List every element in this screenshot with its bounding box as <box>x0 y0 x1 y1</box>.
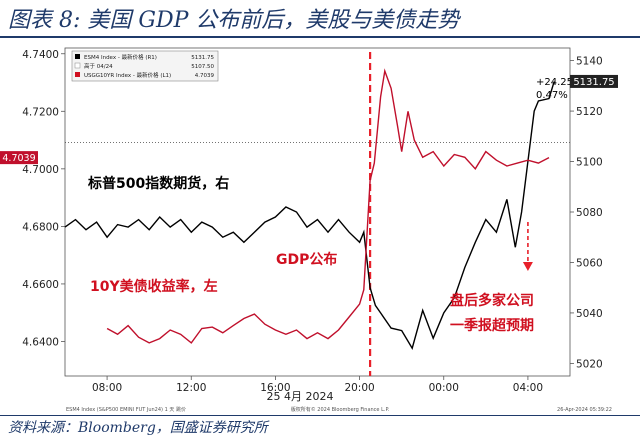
legend-frame <box>71 50 219 82</box>
right-tick-label: 5040 <box>576 308 603 320</box>
legend-label-ref: 高于 04/24 <box>84 62 113 70</box>
left-tick-label: 4.7200 <box>22 106 59 118</box>
change-pct-label: 0.47% <box>536 90 568 101</box>
ust10y-last-yield-tag <box>0 151 38 165</box>
left-tick-label: 4.6400 <box>22 336 59 348</box>
legend-value-ref: 5107.50 <box>191 64 214 70</box>
chart-background <box>0 40 640 415</box>
x-tick-label: 04:00 <box>513 382 543 394</box>
left-tick-label: 4.7000 <box>22 164 59 176</box>
x-tick-label: 08:00 <box>92 382 122 394</box>
left-tick-label: 4.7400 <box>22 49 59 61</box>
legend-label-sp: ESM4 Index - 最新价格 (R1) <box>84 53 157 61</box>
legend-box: ESM4 Index - 最新价格 (R1) 5131.75 高于 04/24 … <box>71 50 219 82</box>
x-tick-label: 20:00 <box>344 382 374 394</box>
right-tick-label: 5140 <box>576 56 603 68</box>
series-line-ust10y <box>106 68 550 344</box>
label-after-hours-line1: 盘后多家公司 <box>450 292 534 309</box>
label-gdp-release: GDP公布 <box>276 251 337 268</box>
right-tick-label: 5060 <box>576 257 603 269</box>
figure-title: 图表 8: 美国 GDP 公布前后，美股与美债走势 <box>8 8 460 33</box>
label-ust10y-series: 10Y美债收益率，左 <box>90 278 218 295</box>
earnings-arrow-head <box>522 262 533 271</box>
right-tick-label: 5100 <box>576 157 603 169</box>
x-tick-label: 00:00 <box>429 382 459 394</box>
legend-swatch-ust <box>75 72 80 77</box>
left-axis-ticks: 4.6400 4.6600 4.6800 4.7000 4.7200 4.7400 <box>22 49 65 348</box>
sp500-last-price-text: 5131.75 <box>573 77 614 88</box>
right-tick-label: 5020 <box>576 358 603 370</box>
change-points-label: +24.25 <box>536 77 573 88</box>
legend-label-ust: USGG10YR Index - 最新价格 (L1) <box>84 71 171 79</box>
source-note: 资料来源：Bloomberg，国盛证券研究所 <box>8 420 268 436</box>
fine-print-right: 26-Apr-2024 05:39:22 <box>557 407 612 413</box>
fine-print-center: 版权所有© 2024 Bloomberg Finance L.P. <box>291 406 390 413</box>
series-line-sp500-futures <box>64 81 555 350</box>
right-tick-label: 5080 <box>576 207 603 219</box>
left-tick-label: 4.6600 <box>22 279 59 291</box>
x-tick-label: 16:00 <box>260 382 290 394</box>
label-after-hours-line2: 一季报超预期 <box>450 317 534 334</box>
legend-value-sp: 5131.75 <box>191 55 214 61</box>
sp500-ust10y-chart: 4.6400 4.6600 4.6800 4.7000 4.7200 4.7400 502… <box>0 40 640 415</box>
x-axis-ticks: 08:00 12:00 16:00 20:00 00:00 04:00 <box>92 376 543 394</box>
legend-swatch-ref <box>74 62 81 69</box>
fine-print-left: ESM4 Index (S&P500 EMINI FUT Jun24) 1 天 … <box>66 406 186 413</box>
x-axis-date-label: 25 4月 2024 <box>267 390 334 403</box>
label-sp500-series: 标普500指数期货，右 <box>87 175 229 192</box>
right-axis-ticks: 5020 5040 5060 5080 5100 5120 5140 <box>570 56 603 370</box>
legend-swatch-sp <box>75 54 80 59</box>
footer-divider <box>0 415 640 416</box>
sp500-last-price-tag <box>570 74 618 88</box>
left-tick-label: 4.6800 <box>22 221 59 233</box>
title-divider <box>0 36 640 38</box>
legend-value-ust: 4.7039 <box>195 73 215 79</box>
right-tick-label: 5120 <box>576 106 603 118</box>
x-tick-label: 12:00 <box>176 382 206 394</box>
ust10y-last-yield-text: 4.7039 <box>2 153 35 164</box>
